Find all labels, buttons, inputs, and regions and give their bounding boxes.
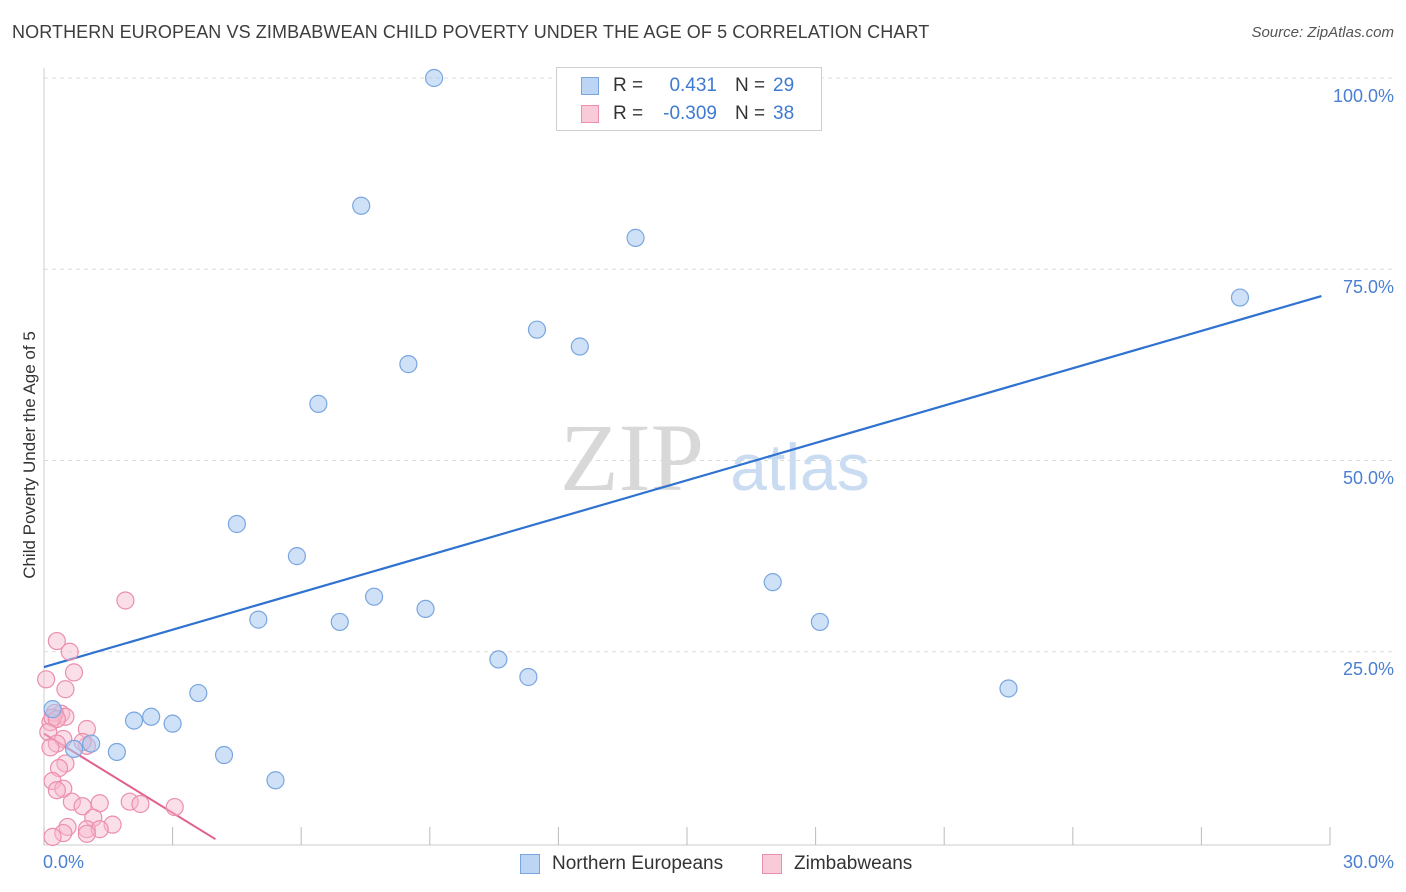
- northern-european-point: [1230, 288, 1250, 307]
- y-tick-label: 25.0%: [1342, 659, 1394, 679]
- northern-european-point: [416, 599, 435, 619]
- zimbabwean-point: [77, 820, 96, 839]
- northern-european-point: [330, 612, 349, 632]
- zimbabwean-point: [54, 779, 73, 798]
- legend-row-zimbabweans: R = -0.309 N = 38: [581, 102, 794, 126]
- bottom-legend-zimbabweans: Zimbabweans: [762, 852, 912, 876]
- northern-european-point: [999, 679, 1018, 698]
- northern-european-point: [527, 320, 547, 339]
- zimbabwean-point: [116, 591, 135, 610]
- chart-title: NORTHERN EUROPEAN VS ZIMBABWEAN CHILD PO…: [12, 22, 930, 42]
- northern-european-point: [142, 707, 161, 726]
- zimbabwean-point: [77, 824, 96, 843]
- northern-european-point: [214, 745, 234, 765]
- legend-swatch-pink: [581, 105, 599, 123]
- y-tick-label: 50.0%: [1342, 468, 1394, 488]
- northern-european-point: [107, 742, 126, 762]
- bottom-legend-label: Northern Europeans: [552, 853, 724, 874]
- series-zimbabweans: [37, 591, 184, 846]
- source-label: Source: ZipAtlas.com: [1251, 24, 1394, 41]
- zimbabwean-point: [56, 754, 75, 773]
- y-axis-label: Child Poverty Under the Age of 5: [20, 331, 39, 579]
- zimbabwean-point: [84, 808, 103, 827]
- northern-european-point: [352, 196, 371, 215]
- legend-row-northern-europeans: R = 0.431 N = 29: [581, 74, 794, 98]
- northern-european-point: [266, 771, 285, 790]
- northern-european-point: [64, 739, 84, 759]
- grid-lines: [44, 77, 1392, 653]
- northern-european-point: [626, 228, 645, 247]
- legend-r-label: R =: [613, 75, 644, 96]
- trend-line-northern-europeans: [43, 294, 1322, 669]
- bottom-legend-label: Zimbabweans: [794, 853, 913, 874]
- watermark-zip: ZIP: [560, 404, 704, 511]
- northern-european-point: [287, 547, 307, 566]
- zimbabwean-point: [165, 797, 184, 817]
- series-northern-europeans: [43, 68, 1250, 790]
- y-tick-label: 100.0%: [1332, 86, 1394, 106]
- bottom-legend-swatch-blue: [520, 854, 540, 874]
- legend-r-label: R =: [613, 103, 644, 124]
- northern-european-point: [519, 667, 538, 687]
- legend-n-label: N =: [735, 103, 766, 124]
- northern-european-point: [163, 714, 182, 733]
- legend-r-value: -0.309: [663, 103, 717, 124]
- northern-european-point: [489, 650, 508, 669]
- northern-european-point: [43, 700, 62, 719]
- zimbabwean-point: [37, 670, 56, 689]
- northern-european-point: [227, 514, 246, 534]
- northern-european-point: [189, 683, 208, 703]
- legend-swatch-blue: [581, 77, 599, 95]
- northern-european-point: [82, 734, 101, 753]
- trend-lines: [43, 294, 1322, 841]
- bottom-legend-northern-europeans: Northern Europeans: [520, 852, 723, 876]
- zimbabwean-point: [56, 680, 75, 699]
- watermark-atlas: atlas: [730, 430, 869, 504]
- zimbabwean-point: [54, 823, 73, 843]
- northern-european-point: [249, 610, 268, 629]
- zimbabwean-point: [62, 792, 81, 811]
- northern-european-point: [364, 587, 384, 606]
- bottom-legend-swatch-pink: [762, 854, 782, 874]
- watermark: ZIP atlas: [560, 404, 870, 511]
- northern-european-point: [810, 612, 829, 632]
- legend-n-label: N =: [735, 75, 766, 96]
- zimbabwean-point: [131, 794, 150, 814]
- zimbabwean-point: [60, 642, 79, 661]
- northern-european-point: [763, 573, 782, 592]
- legend-n-value: 29: [773, 75, 795, 96]
- zimbabwean-point: [47, 631, 66, 651]
- correlation-legend: R = 0.431 N = 29 R = -0.309 N = 38: [556, 67, 822, 131]
- zimbabwean-point: [64, 663, 84, 682]
- northern-european-point: [399, 355, 418, 374]
- northern-european-point: [570, 337, 589, 356]
- y-tick-label: 75.0%: [1342, 277, 1394, 297]
- zimbabwean-point: [43, 827, 62, 846]
- northern-european-point: [124, 711, 144, 730]
- x-tick-label: 0.0%: [43, 852, 85, 872]
- legend-n-value: 38: [773, 103, 795, 124]
- zimbabwean-point: [73, 797, 92, 816]
- northern-european-point: [424, 68, 444, 88]
- x-tick-label: 30.0%: [1342, 852, 1394, 872]
- zimbabwean-point: [120, 792, 139, 811]
- zimbabwean-point: [41, 738, 60, 757]
- northern-european-point: [309, 394, 328, 413]
- legend-r-value: 0.431: [669, 75, 717, 96]
- zimbabwean-point: [47, 781, 66, 800]
